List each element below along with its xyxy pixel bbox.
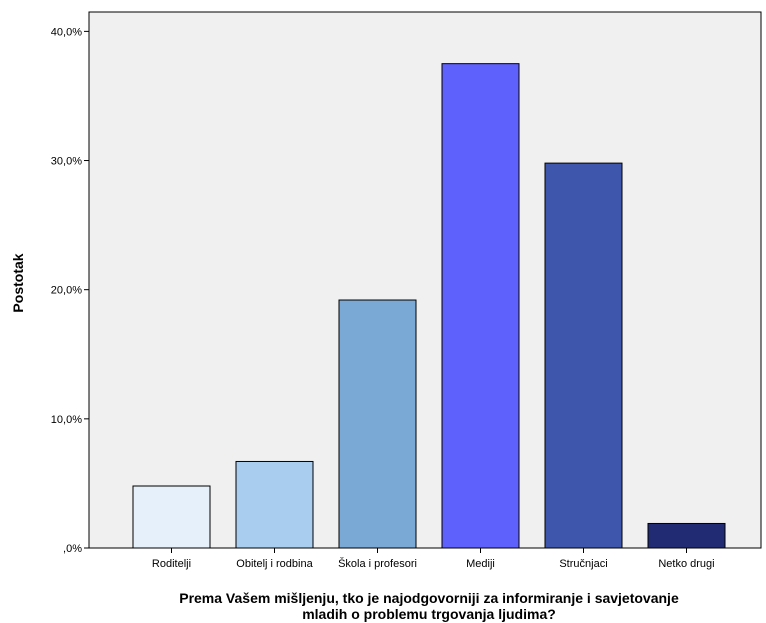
x-category-label: Stručnjaci bbox=[559, 558, 607, 570]
x-category-label: Škola i profesori bbox=[338, 557, 417, 570]
y-tick-label: 30,0% bbox=[51, 156, 82, 168]
plot-area bbox=[88, 11, 762, 549]
bar bbox=[235, 460, 314, 549]
x-category-label: Netko drugi bbox=[658, 558, 714, 570]
y-tick-label: ,0% bbox=[63, 543, 82, 555]
x-category-label: Obitelj i rodbina bbox=[236, 558, 313, 570]
y-axis-title: Postotak bbox=[10, 253, 26, 312]
bar bbox=[544, 162, 623, 549]
bar bbox=[441, 63, 520, 549]
x-axis-title-line-1: Prema Vašem mišljenju, tko je najodgovor… bbox=[179, 590, 679, 606]
y-tick-label: 20,0% bbox=[51, 285, 82, 297]
bar bbox=[132, 485, 211, 549]
y-tick-label: 40,0% bbox=[51, 26, 82, 38]
bar bbox=[647, 522, 726, 549]
y-axis: ,0% 10,0% 20,0% 30,0% 40,0% bbox=[51, 26, 89, 555]
y-tick-label: 10,0% bbox=[51, 414, 82, 426]
bar bbox=[338, 299, 417, 549]
x-category-label: Roditelji bbox=[152, 558, 191, 570]
x-category-label: Mediji bbox=[466, 558, 495, 570]
bars-group bbox=[132, 63, 726, 549]
x-axis: Roditelji Obitelj i rodbina Škola i profes… bbox=[152, 548, 715, 570]
x-axis-title-line-2: mladih o problemu trgovanja ljudima? bbox=[302, 606, 556, 622]
